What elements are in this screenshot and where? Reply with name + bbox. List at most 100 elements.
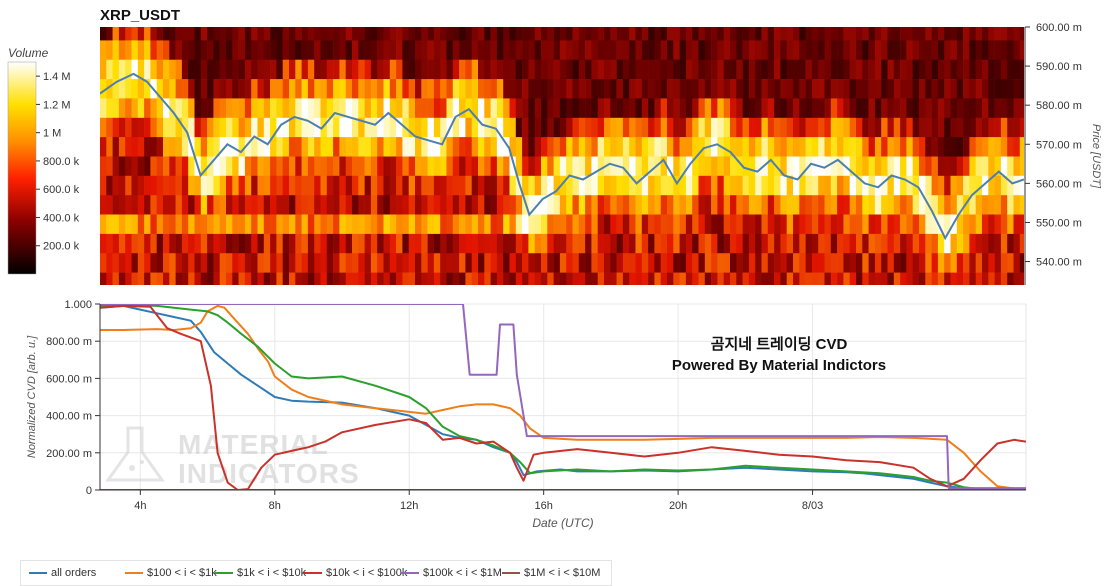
- heatmap-cell: [364, 253, 372, 273]
- heatmap-cell: [1000, 40, 1008, 61]
- heatmap-cell: [125, 137, 132, 157]
- heatmap-cell: [641, 272, 649, 285]
- legend-item[interactable]: $1M < i < $10M: [502, 567, 600, 579]
- heatmap-cell: [799, 117, 806, 138]
- heatmap-cell: [1019, 98, 1024, 119]
- heatmap-cell: [704, 79, 712, 99]
- heatmap-cell: [446, 214, 454, 235]
- heatmap-cell: [862, 79, 869, 99]
- heatmap-cell: [856, 272, 863, 285]
- heatmap-cell: [522, 233, 529, 254]
- heatmap-cell: [906, 272, 913, 285]
- heatmap-cell: [144, 59, 151, 80]
- material-indicators-watermark: MATERIAL INDICATORS: [105, 426, 359, 489]
- heatmap-cell: [988, 156, 995, 177]
- heatmap-cell: [862, 233, 869, 254]
- heatmap-cell: [427, 175, 435, 196]
- heatmap-cell: [622, 272, 630, 285]
- heatmap-cell: [761, 137, 769, 157]
- heatmap-cell: [100, 117, 107, 138]
- heatmap-cell: [515, 233, 523, 254]
- cvd-series-line: [100, 304, 1026, 490]
- heatmap-cell: [679, 137, 687, 157]
- cvd-y-tick-label: 200.00 m: [46, 448, 92, 460]
- heatmap-cell: [578, 175, 586, 196]
- heatmap-cell: [1000, 117, 1008, 138]
- heatmap-cell: [244, 253, 252, 273]
- heatmap-cell: [307, 27, 315, 41]
- heatmap-cell: [194, 40, 202, 61]
- heatmap-cell: [1007, 272, 1014, 285]
- heatmap-cell: [717, 272, 724, 285]
- legend-item[interactable]: $100k < i < $1M: [401, 567, 502, 579]
- heatmap-cell: [314, 40, 321, 61]
- heatmap-cell: [131, 195, 139, 215]
- heatmap-cell: [106, 195, 113, 215]
- heatmap-cell: [383, 27, 391, 41]
- heatmap-cell: [868, 59, 876, 80]
- heatmap-cell: [969, 156, 976, 177]
- heatmap-cell: [364, 79, 372, 99]
- heatmap-cell: [566, 195, 573, 215]
- heatmap-cell: [805, 137, 813, 157]
- heatmap-cell: [421, 98, 428, 119]
- heatmap-cell: [169, 272, 176, 285]
- heatmap-cell: [780, 214, 787, 235]
- heatmap-cell: [868, 137, 876, 157]
- heatmap-cell: [478, 214, 485, 235]
- heatmap-cell: [755, 98, 762, 119]
- heatmap-cell: [774, 59, 781, 80]
- heatmap-cell: [175, 175, 183, 196]
- heatmap-cell: [685, 79, 693, 99]
- heatmap-cell: [736, 175, 743, 196]
- heatmap-cell: [780, 195, 787, 215]
- heatmap-cell: [370, 117, 378, 138]
- heatmap-cell: [522, 175, 529, 196]
- heatmap-cell: [704, 214, 712, 235]
- heatmap-cell: [100, 40, 107, 61]
- heatmap-cell: [553, 137, 561, 157]
- heatmap-cell: [515, 117, 523, 138]
- heatmap-cell: [339, 98, 346, 119]
- heatmap-cell: [465, 59, 472, 80]
- heatmap-cell: [383, 156, 391, 177]
- heatmap-cell: [755, 214, 762, 235]
- heatmap-cell: [660, 156, 668, 177]
- heatmap-cell: [226, 137, 233, 157]
- heatmap-cell: [679, 253, 687, 273]
- heatmap-cell: [478, 156, 485, 177]
- heatmap-cell: [106, 79, 113, 99]
- legend-item[interactable]: $100 < i < $1k: [125, 567, 217, 579]
- heatmap-cell: [818, 253, 825, 273]
- heatmap-cell: [307, 79, 315, 99]
- legend-item[interactable]: $1k < i < $10k: [215, 567, 306, 579]
- heatmap-cell: [496, 59, 504, 80]
- heatmap-cell: [169, 98, 176, 119]
- heatmap-cell: [597, 137, 605, 157]
- legend-item[interactable]: all orders: [29, 567, 96, 579]
- heatmap-cell: [956, 79, 964, 99]
- heatmap-cell: [295, 214, 302, 235]
- heatmap-cell: [585, 253, 592, 273]
- heatmap-cell: [471, 79, 479, 99]
- heatmap-cell: [383, 59, 391, 80]
- heatmap-cell: [780, 156, 787, 177]
- heatmap-cell: [415, 79, 422, 99]
- heatmap-cell: [717, 79, 724, 99]
- heatmap-cell: [969, 59, 976, 80]
- heatmap-cell: [452, 59, 460, 80]
- heatmap-cell: [496, 156, 504, 177]
- heatmap-cell: [478, 27, 485, 41]
- heatmap-cell: [465, 253, 472, 273]
- heatmap-cell: [534, 272, 542, 285]
- heatmap-cell: [320, 117, 328, 138]
- heatmap-cell: [635, 253, 643, 273]
- heatmap-cell: [648, 175, 655, 196]
- legend-item[interactable]: $10k < i < $100k: [304, 567, 407, 579]
- heatmap-cell: [982, 40, 989, 61]
- heatmap-cell: [868, 156, 876, 177]
- heatmap-cell: [106, 272, 113, 285]
- heatmap-cell: [226, 195, 233, 215]
- heatmap-cell: [900, 40, 907, 61]
